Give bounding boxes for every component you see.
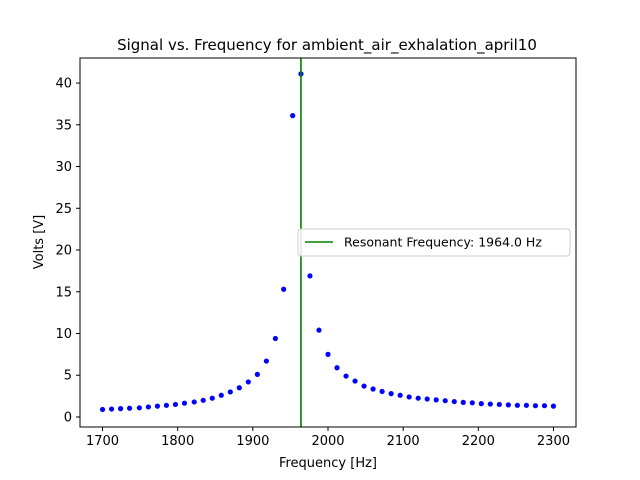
data-point: [145, 404, 151, 410]
x-tick-label: 1900: [236, 434, 269, 449]
x-tick-label: 2100: [387, 434, 420, 449]
data-point: [200, 397, 206, 403]
data-point: [496, 401, 502, 408]
x-tick-label: 2000: [311, 434, 344, 449]
data-point: [487, 401, 493, 407]
data-point: [307, 273, 313, 279]
data-point: [523, 402, 530, 408]
data-point: [172, 401, 179, 408]
data-point: [532, 403, 539, 409]
data-point: [514, 402, 520, 408]
y-tick-label: 0: [64, 410, 72, 425]
y-tick-label: 10: [55, 327, 72, 342]
data-point: [181, 400, 188, 406]
y-tick-label: 15: [55, 285, 72, 300]
data-point: [424, 396, 430, 402]
data-point: [550, 403, 557, 409]
y-tick-label: 25: [55, 202, 72, 217]
data-point: [209, 395, 215, 401]
legend-label: Resonant Frequency: 1964.0 Hz: [344, 235, 542, 250]
y-tick-label: 40: [55, 77, 72, 92]
data-point: [361, 383, 367, 389]
data-point: [281, 286, 287, 292]
data-point: [541, 403, 548, 409]
data-point: [290, 113, 296, 119]
x-tick-label: 1800: [161, 434, 194, 449]
data-point: [352, 378, 358, 384]
data-point: [343, 373, 349, 379]
y-tick-label: 30: [55, 160, 72, 175]
data-point: [272, 335, 278, 342]
data-point: [433, 397, 439, 403]
data-point: [460, 399, 466, 405]
data-point: [191, 399, 197, 405]
x-axis: 1700 1800 1900 2000 2100 2200 2300: [86, 427, 570, 449]
data-point: [379, 388, 385, 395]
data-point: [154, 403, 161, 409]
data-point: [127, 405, 133, 411]
data-point: [263, 358, 269, 364]
data-point: [108, 406, 115, 412]
y-tick-label: 35: [55, 118, 72, 133]
y-tick-label: 20: [55, 244, 72, 259]
y-axis: 0 5 10 15 20 25 30 35 40: [55, 77, 80, 425]
data-point: [99, 406, 106, 413]
data-point: [236, 385, 242, 391]
data-point: [316, 327, 322, 333]
data-point: [469, 400, 475, 406]
data-point: [218, 392, 224, 398]
data-point: [245, 379, 251, 385]
data-point: [478, 401, 484, 407]
x-tick-label: 2300: [537, 434, 570, 449]
data-point: [415, 395, 421, 401]
legend-box: [297, 228, 571, 257]
data-point: [388, 391, 394, 397]
data-point: [254, 371, 260, 377]
data-point: [370, 386, 376, 392]
plot-area: [99, 58, 557, 427]
data-point: [163, 402, 170, 408]
data-point: [406, 394, 412, 400]
data-point: [227, 389, 233, 395]
data-point: [325, 351, 331, 357]
chart-title: Signal vs. Frequency for ambient_air_exh…: [117, 36, 537, 55]
x-tick-label: 1700: [86, 434, 119, 449]
data-point: [136, 405, 142, 411]
data-point: [334, 365, 340, 371]
y-axis-label: Volts [V]: [32, 215, 47, 270]
data-point: [442, 398, 448, 404]
y-tick-label: 5: [64, 369, 72, 384]
data-point: [397, 392, 403, 398]
x-axis-label: Frequency [Hz]: [279, 456, 377, 471]
data-point: [505, 402, 511, 408]
x-tick-label: 2200: [462, 434, 495, 449]
data-point: [117, 406, 124, 412]
legend: Resonant Frequency: 1964.0 Hz: [297, 228, 571, 257]
data-point: [451, 398, 457, 405]
